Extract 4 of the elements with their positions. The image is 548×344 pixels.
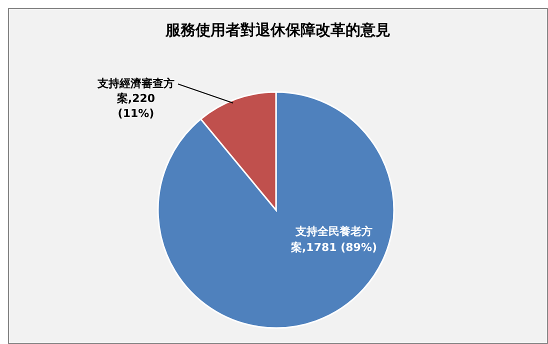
pie-slice: [157, 91, 395, 329]
slice-label: 支持經濟審查方案,220 (11%): [96, 77, 174, 120]
slice-label: 支持全民養老方案,1781 (89%): [290, 225, 378, 254]
chart-title: 服務使用者對退休保障改革的意見: [164, 21, 390, 39]
